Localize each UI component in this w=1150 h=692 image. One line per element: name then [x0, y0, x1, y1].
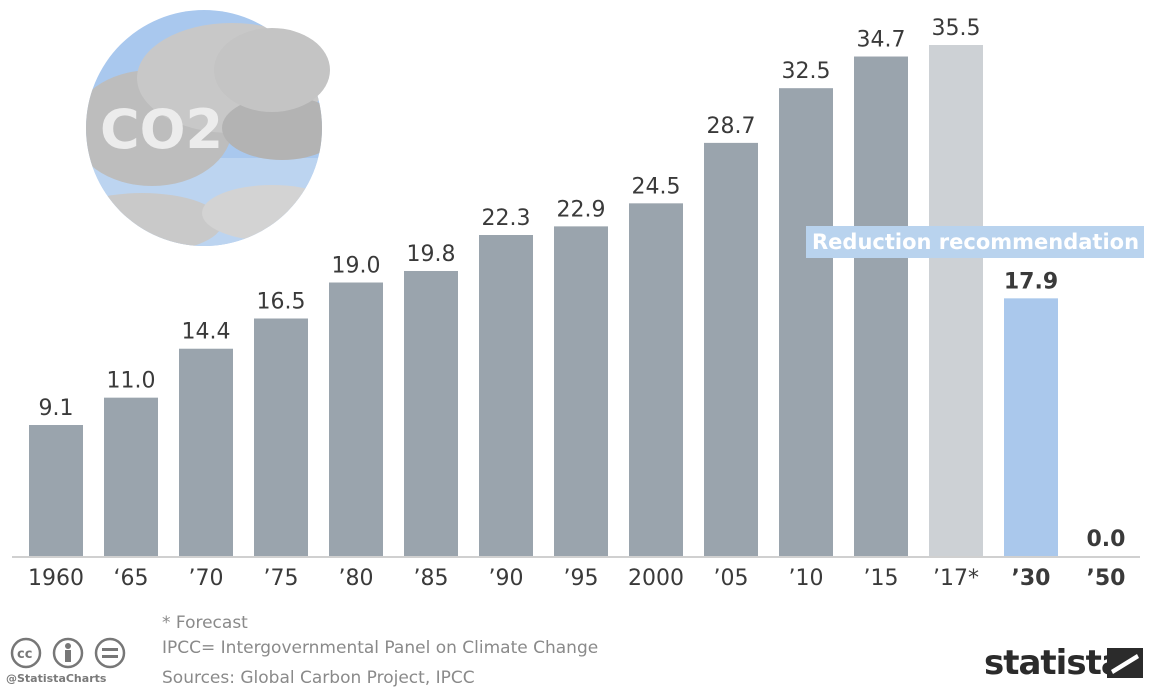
bar-0 [29, 425, 83, 556]
value-labels-group: 9.1 11.0 14.4 16.5 19.0 19.8 22.3 22.9 24.5 28.7 3… [39, 16, 1126, 552]
svg-text:cc: cc [17, 647, 32, 662]
value-label-3: 16.5 [257, 289, 306, 314]
category-label-0: 1960 [28, 566, 84, 591]
sources-note: Sources: Global Carbon Project, IPCC [162, 668, 475, 688]
category-label-6: ’90 [489, 566, 524, 591]
category-label-12: ’17* [933, 566, 979, 591]
value-label-4: 19.0 [332, 254, 381, 279]
category-label-1: ‘65 [114, 566, 149, 591]
value-label-12: 35.5 [932, 16, 981, 41]
bar-9 [704, 142, 758, 556]
attribution-icon [52, 637, 84, 669]
category-label-5: ’85 [414, 566, 449, 591]
bar-11 [854, 56, 908, 556]
value-label-13: 17.9 [1004, 269, 1058, 294]
category-label-8: 2000 [628, 566, 684, 591]
value-label-1: 11.0 [107, 369, 156, 394]
statista-logo-text: statista [984, 643, 1124, 683]
twitter-handle: @StatistaCharts [6, 672, 107, 685]
bar-12 [929, 45, 983, 556]
category-label-4: ’80 [339, 566, 374, 591]
category-label-11: ’15 [864, 566, 899, 591]
category-label-3: ’75 [264, 566, 299, 591]
forecast-note: * Forecast [162, 613, 248, 633]
ipcc-note: IPCC= Intergovernmental Panel on Climate… [162, 638, 599, 658]
category-label-13: ’30 [1012, 566, 1051, 591]
bar-1 [104, 397, 158, 556]
creative-commons-icons: cc [10, 637, 126, 669]
value-label-0: 9.1 [39, 396, 74, 421]
value-label-5: 19.8 [407, 242, 456, 267]
value-label-2: 14.4 [182, 320, 231, 345]
bar-3 [254, 318, 308, 556]
category-labels-group: 1960 ‘65 ’70 ’75 ’80 ’85 ’90 ’95 2000 ’05 ’10 ’15 ’1… [28, 566, 1125, 591]
category-label-7: ’95 [564, 566, 599, 591]
value-label-11: 34.7 [857, 28, 906, 53]
bar-7 [554, 226, 608, 556]
no-derivatives-icon [94, 637, 126, 669]
value-label-8: 24.5 [632, 174, 681, 199]
bar-5 [404, 270, 458, 556]
bar-10 [779, 88, 833, 556]
co2-label: CO2 [100, 98, 223, 161]
category-label-2: ’70 [189, 566, 224, 591]
bar-6 [479, 235, 533, 557]
category-label-9: ’05 [714, 566, 749, 591]
bar-8 [629, 203, 683, 557]
value-label-10: 32.5 [782, 59, 831, 84]
statista-logo-icon [1107, 648, 1143, 678]
value-label-7: 22.9 [557, 197, 606, 222]
bar-13 [1004, 298, 1058, 556]
bars-group [29, 45, 1058, 557]
co2-cloud-illustration: CO2 [86, 10, 330, 246]
bar-2 [179, 348, 233, 556]
bar-4 [329, 282, 383, 556]
value-label-9: 28.7 [707, 114, 756, 139]
category-label-10: ’10 [789, 566, 824, 591]
cc-icon [10, 637, 42, 669]
value-label-14: 0.0 [1087, 527, 1126, 552]
value-label-6: 22.3 [482, 206, 531, 231]
reduction-recommendation-callout: Reduction recommendation [806, 226, 1144, 258]
category-label-14: ’50 [1087, 566, 1126, 591]
